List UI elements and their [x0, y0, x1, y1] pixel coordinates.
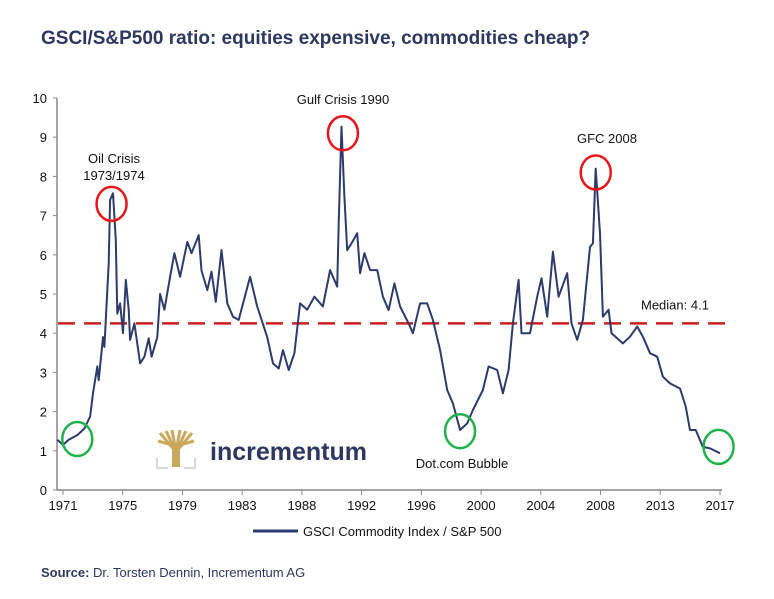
y-tick-label: 6	[40, 248, 47, 263]
median-label: Median: 4.1	[641, 297, 709, 312]
y-tick-label: 1	[40, 444, 47, 459]
y-tick-label: 8	[40, 169, 47, 184]
annotation-label: 1973/1974	[83, 168, 144, 183]
x-tick-label: 1975	[108, 498, 137, 513]
y-tick-label: 5	[40, 287, 47, 302]
legend: GSCI Commodity Index / S&P 500	[253, 524, 501, 539]
x-tick-label: 2000	[467, 498, 496, 513]
annotation-circle	[326, 115, 360, 152]
x-tick-label: 2004	[526, 498, 555, 513]
source-text: Dr. Torsten Dennin, Incrementum AG	[89, 565, 305, 580]
x-tick-label: 2017	[706, 498, 735, 513]
incrementum-logo: incrementum	[156, 429, 367, 469]
annotation-label: Gulf Crisis 1990	[297, 92, 389, 107]
y-tick-label: 0	[40, 483, 47, 498]
tree-icon	[156, 429, 196, 469]
x-tick-label: 1992	[347, 498, 376, 513]
axes: 0 1 2 3 4 5 6 7 8 9 10 1971 1975 1979 1983 1988 1992 1996…	[33, 91, 735, 513]
x-tick-label: 1996	[407, 498, 436, 513]
annotation-label: Oil Crisis	[88, 151, 140, 166]
x-tick-label: 1971	[49, 498, 78, 513]
annotation-circle	[95, 185, 128, 223]
annotation-label: GFC 2008	[577, 131, 637, 146]
x-tick-label: 1983	[228, 498, 257, 513]
annotation-circle	[702, 428, 735, 466]
y-tick-label: 7	[40, 209, 47, 224]
y-tick-label: 2	[40, 405, 47, 420]
annotation-label: Dot.com Bubble	[416, 456, 509, 471]
logo-text: incrementum	[210, 438, 367, 466]
legend-label: GSCI Commodity Index / S&P 500	[303, 524, 501, 539]
annotations: Oil Crisis 1973/1974 Gulf Crisis 1990 GFC 2…	[61, 92, 735, 471]
annotation-circle	[61, 420, 94, 458]
source-label: Source:	[41, 565, 89, 580]
source-note: Source: Dr. Torsten Dennin, Incrementum …	[41, 565, 305, 580]
y-tick-label: 9	[40, 130, 47, 145]
annotation-circle	[443, 412, 477, 450]
y-tick-label: 10	[33, 91, 47, 106]
y-tick-label: 4	[40, 326, 47, 341]
median-line: Median: 4.1	[58, 297, 730, 325]
x-tick-label: 2008	[586, 498, 615, 513]
x-tick-label: 2013	[646, 498, 675, 513]
y-tick-label: 3	[40, 365, 47, 380]
annotation-circle	[579, 154, 612, 191]
series-line-0	[56, 125, 721, 455]
x-tick-label: 1979	[168, 498, 197, 513]
chart-title: GSCI/S&P500 ratio: equities expensive, c…	[41, 28, 590, 49]
x-tick-label: 1988	[287, 498, 316, 513]
series-group	[56, 125, 721, 455]
